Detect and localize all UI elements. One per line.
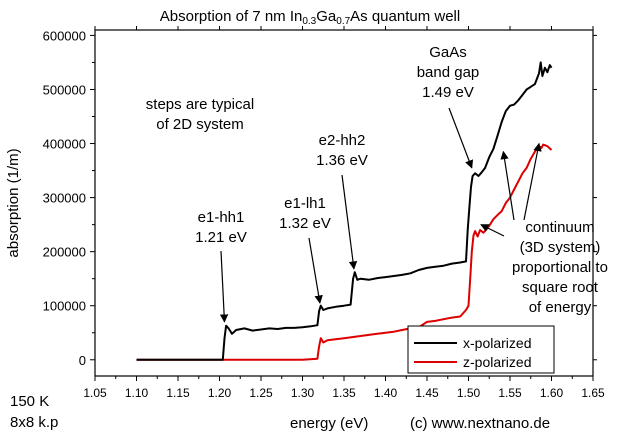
y-tick-label: 200000: [43, 245, 86, 260]
y-tick-label: 600000: [43, 28, 86, 43]
annotation-e1hh1: e1-hh1: [198, 209, 245, 226]
annotations: steps are typical of 2D system e1-hh1 1.21 …: [146, 44, 608, 323]
x-tick-label: 1.60: [540, 386, 564, 400]
x-tick-label: 1.25: [249, 386, 273, 400]
x-tick-label: 1.20: [208, 386, 232, 400]
annotation-e2hh2: 1.36 eV: [316, 152, 368, 169]
title-part: 0.7: [336, 16, 350, 27]
y-tick-label: 300000: [43, 191, 86, 206]
annotation-continuum: square root: [522, 279, 599, 296]
y-tick-label: 500000: [43, 82, 86, 97]
legend-box: [407, 325, 555, 374]
credit-label: (c) www.nextnano.de: [410, 415, 550, 432]
y-axis-label: absorption (1/m): [5, 148, 22, 257]
annotation-gaas: GaAs: [429, 44, 467, 61]
annotation-arrow-continuum: [480, 224, 505, 237]
x-tick-label: 1.15: [166, 386, 190, 400]
x-tick-label: 1.10: [125, 386, 149, 400]
x-tick-label: 1.65: [581, 386, 605, 400]
title-part: Absorption of 7 nm In: [160, 8, 303, 25]
x-tick-label: 1.45: [415, 386, 439, 400]
annotation-arrow-e2hh2: [341, 174, 358, 270]
annotation-arrow-gaas: [448, 107, 474, 169]
annotation-e1lh1: e1-lh1: [284, 195, 326, 212]
annotation-continuum: continuum: [525, 219, 594, 236]
title-part: Ga: [316, 8, 337, 25]
y-tick-label: 100000: [43, 299, 86, 314]
x-tick-label: 1.40: [374, 386, 398, 400]
annotation-continuum: of energy: [529, 299, 592, 316]
x-tick-label: 1.50: [457, 386, 481, 400]
x-tick-label: 1.55: [498, 386, 522, 400]
annotation-arrow-continuum: [523, 142, 542, 221]
y-tick-label: 0: [79, 353, 86, 368]
annotation-arrow-e1hh1: [219, 250, 229, 323]
series-line-z-polarized: [136, 143, 553, 361]
annotation-arrow-e1lh1: [308, 237, 323, 304]
legend: x-polarized z-polarized: [407, 325, 555, 374]
plot-frame: [94, 29, 594, 377]
axes: 1.05 1.10 1.15 1.20 1.25 1.30 1.35 1.40 1.45 1.50…: [43, 26, 605, 400]
x-tick-label: 1.30: [291, 386, 315, 400]
annotation-e2hh2: e2-hh2: [319, 132, 366, 149]
title-part: 0.3: [302, 16, 316, 27]
chart-title: Absorption of 7 nm In0.3Ga0.7As quantum …: [160, 8, 460, 27]
title-part: As quantum well: [350, 8, 460, 25]
annotation-steps: of 2D system: [156, 116, 244, 133]
series-line-x-polarized: [136, 61, 553, 361]
annotation-e1lh1: 1.32 eV: [279, 215, 331, 232]
annotation-continuum: proportional to: [512, 259, 608, 276]
legend-label-x-polarized: x-polarized: [463, 335, 531, 351]
x-axis-label: energy (eV): [290, 415, 368, 432]
annotation-steps: steps are typical: [146, 96, 254, 113]
legend-label-z-polarized: z-polarized: [463, 354, 531, 370]
annotation-arrow-continuum: [500, 150, 515, 221]
x-tick-label: 1.05: [83, 386, 107, 400]
series-layer: [136, 61, 553, 361]
annotation-e1hh1: 1.21 eV: [195, 229, 247, 246]
temperature-label: 150 K: [10, 393, 49, 410]
method-label: 8x8 k.p: [10, 414, 58, 431]
annotation-gaas: band gap: [417, 64, 480, 81]
annotation-gaas: 1.49 eV: [422, 84, 474, 101]
x-tick-label: 1.35: [332, 386, 356, 400]
y-tick-label: 400000: [43, 137, 86, 152]
annotation-continuum: (3D system): [520, 239, 601, 256]
